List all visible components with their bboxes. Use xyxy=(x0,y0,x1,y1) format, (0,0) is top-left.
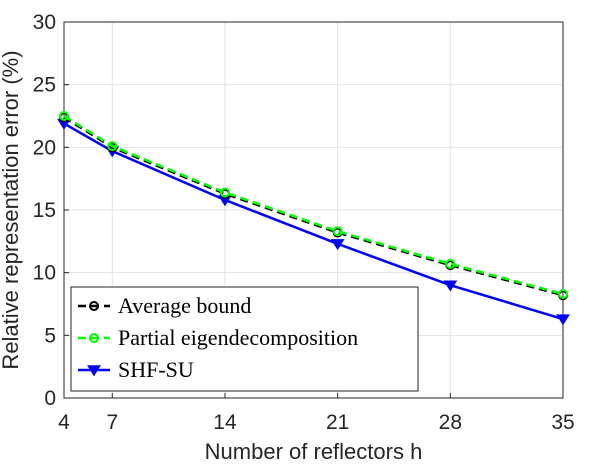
legend-entry: Partial eigendecomposition xyxy=(78,325,358,350)
series-average-bound xyxy=(59,112,568,301)
axis-ticks: 0 5 10 15 20 25 30 4 7 14 21 28 35 xyxy=(33,11,575,434)
x-tick-label: 4 xyxy=(58,411,70,434)
series-line xyxy=(63,122,564,321)
y-tick-label: 0 xyxy=(44,387,56,410)
data-point xyxy=(556,314,570,326)
legend-entry: Average bound xyxy=(78,293,251,318)
series-line xyxy=(63,116,564,297)
data-point xyxy=(59,111,69,121)
legend-marker xyxy=(87,365,101,377)
legend-entry: SHF-SU xyxy=(78,357,194,382)
legend-box xyxy=(70,286,419,392)
data-point xyxy=(219,187,230,198)
legend-label: SHF-SU xyxy=(118,357,194,382)
data-point xyxy=(330,239,345,251)
y-tick-label: 30 xyxy=(33,11,56,34)
series-shf-su xyxy=(57,118,570,326)
legend-label: Average bound xyxy=(118,293,251,318)
y-tick-label: 10 xyxy=(33,262,56,285)
series-group xyxy=(57,111,570,326)
y-tick-label: 5 xyxy=(44,324,56,347)
series-line xyxy=(63,114,564,296)
y-tick-label: 20 xyxy=(33,136,56,159)
y-tick-label: 15 xyxy=(33,199,56,222)
y-tick-label: 25 xyxy=(33,74,56,97)
legend-marker xyxy=(89,301,99,311)
x-axis-label: Number of reflectors h xyxy=(205,439,423,464)
series-partial-eigendecomposition xyxy=(59,111,568,299)
legend: Average bound Partial eigendecomposition S… xyxy=(70,286,419,392)
x-tick-label: 35 xyxy=(551,411,574,434)
legend-marker xyxy=(89,333,99,343)
data-point xyxy=(558,288,568,299)
x-tick-label: 7 xyxy=(106,411,118,434)
data-point xyxy=(445,258,456,269)
data-point xyxy=(332,226,343,237)
x-tick-label: 21 xyxy=(326,411,349,434)
data-point xyxy=(107,141,118,152)
y-axis-label: Relative representation error (%) xyxy=(0,50,23,369)
data-point xyxy=(443,280,458,292)
x-tick-label: 28 xyxy=(439,411,462,434)
x-tick-label: 14 xyxy=(213,411,237,434)
legend-label: Partial eigendecomposition xyxy=(118,325,358,350)
